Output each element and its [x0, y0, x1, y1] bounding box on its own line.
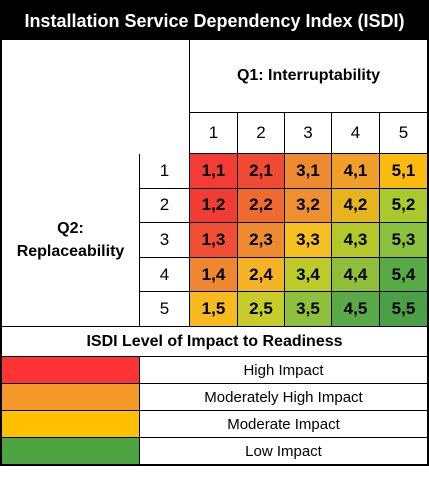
matrix-cell: 3,5: [284, 292, 331, 327]
legend-label-high: High Impact: [139, 357, 427, 384]
matrix-cell: 5,3: [379, 223, 427, 258]
column-header-2: 2: [237, 113, 284, 154]
matrix-cell: 5,1: [379, 154, 427, 189]
matrix-cell: 1,2: [189, 188, 237, 224]
matrix-cell: 5,4: [379, 257, 427, 293]
legend-label-moderately-high: Moderately High Impact: [139, 384, 427, 411]
q2-header: Q2: Replaceability: [2, 154, 139, 327]
legend-swatch-moderate: [2, 411, 139, 438]
matrix-cell: 2,1: [237, 154, 284, 189]
legend-swatch-moderately-high: [2, 384, 139, 411]
q2-header-line1: Q2:: [57, 219, 84, 237]
matrix-cell: 4,2: [331, 188, 379, 224]
matrix-cell: 1,4: [189, 257, 237, 293]
column-header-4: 4: [331, 113, 379, 154]
row-header-1: 1: [139, 154, 189, 189]
matrix-cell: 5,5: [379, 292, 427, 327]
matrix-cell: 2,3: [237, 223, 284, 258]
q2-header-line2: Replaceability: [16, 243, 125, 260]
legend-label-low: Low Impact: [139, 438, 427, 464]
column-header-5: 5: [379, 113, 427, 154]
row-header-3: 3: [139, 223, 189, 258]
matrix-cell: 1,3: [189, 223, 237, 258]
matrix-cell: 2,5: [237, 292, 284, 327]
row-header-5: 5: [139, 292, 189, 327]
matrix-cell: 1,5: [189, 292, 237, 327]
row-header-2: 2: [139, 188, 189, 224]
isdi-table: Installation Service Dependency Index (I…: [0, 0, 429, 466]
column-header-3: 3: [284, 113, 331, 154]
matrix-cell: 4,1: [331, 154, 379, 189]
legend-swatch-high: [2, 357, 139, 384]
matrix-cell: 4,3: [331, 223, 379, 258]
matrix-cell: 4,4: [331, 257, 379, 293]
row-header-4: 4: [139, 257, 189, 293]
column-header-1: 1: [189, 113, 237, 154]
matrix-cell: 3,3: [284, 223, 331, 258]
q1-header: Q1: Interruptability: [189, 40, 427, 113]
legend-label-moderate: Moderate Impact: [139, 411, 427, 438]
table-title: Installation Service Dependency Index (I…: [2, 2, 427, 40]
matrix-cell: 3,2: [284, 188, 331, 224]
legend-swatch-low: [2, 438, 139, 464]
matrix-cell: 5,2: [379, 188, 427, 224]
matrix-cell: 1,1: [189, 154, 237, 189]
legend-title: ISDI Level of Impact to Readiness: [2, 327, 427, 357]
matrix-cell: 3,4: [284, 257, 331, 293]
matrix-cell: 2,4: [237, 257, 284, 293]
matrix-cell: 2,2: [237, 188, 284, 224]
matrix-cell: 4,5: [331, 292, 379, 327]
matrix-cell: 3,1: [284, 154, 331, 189]
